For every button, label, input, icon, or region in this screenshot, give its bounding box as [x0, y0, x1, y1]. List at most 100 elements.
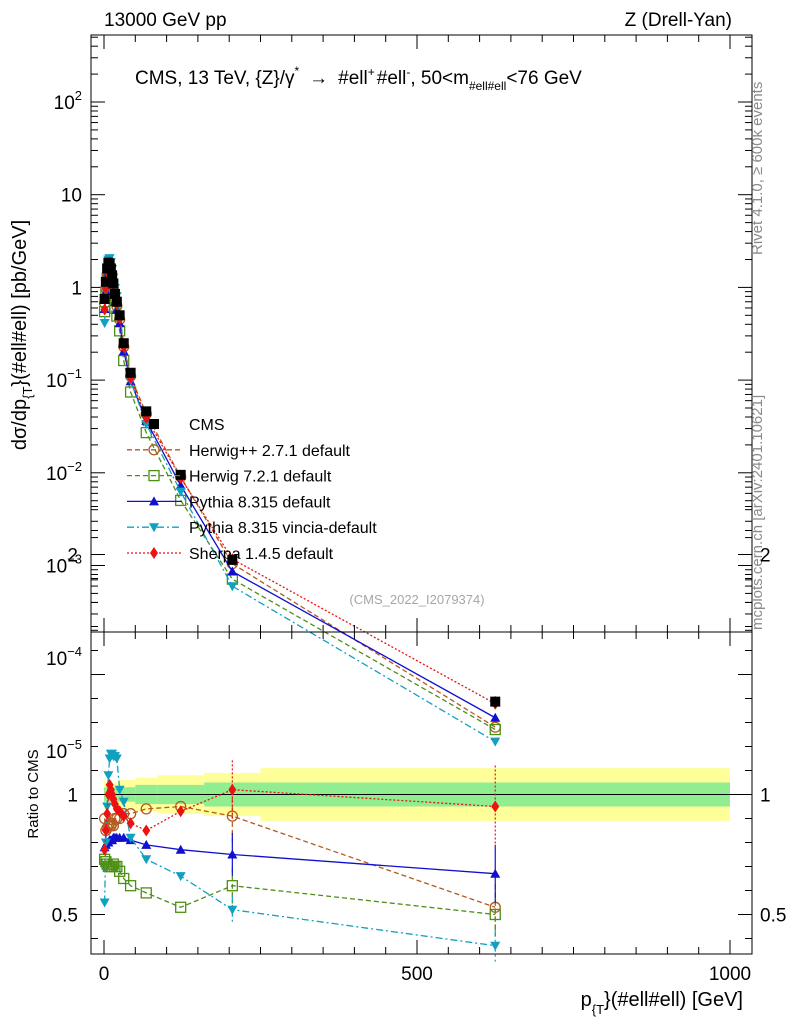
legend-marker: [148, 469, 160, 482]
legend-marker: [148, 444, 160, 456]
ratio-series-marker: [118, 832, 129, 842]
main-series-marker: [100, 303, 109, 316]
ratio-series-marker: [114, 785, 125, 795]
ratio-series-marker: [141, 839, 152, 849]
ratio-series-marker: [118, 797, 129, 807]
main-panel-frame: [90, 34, 753, 633]
ratio-series-marker: [490, 868, 501, 878]
plot-title: CMS, 13 TeV, {Z}/γ* → #ell+ #ell-, 50<m#ell…: [135, 64, 582, 93]
ratio-y-tick-label-right: 0.5: [760, 906, 786, 927]
ratio-series-marker: [226, 880, 238, 892]
main-series-line: [103, 261, 496, 705]
legend-marker: [149, 496, 159, 506]
ratio-series-line: [104, 858, 496, 916]
analysis-watermark: (CMS_2022_I2079374): [349, 592, 484, 607]
ratio-uncertainty-bands: [91, 768, 752, 821]
main-y-tick-label: 102: [54, 88, 82, 114]
legend-label: Sherpa 1.4.5 default: [189, 546, 334, 563]
data-point: [114, 310, 125, 321]
legend-label: Herwig++ 2.7.1 default: [189, 443, 351, 460]
main-y-tick-label: 10−5: [46, 737, 82, 763]
legend-marker: [149, 419, 159, 429]
data-point: [108, 278, 119, 289]
main-series-marker: [227, 582, 238, 592]
data-point: [118, 338, 129, 349]
ratio-series-marker: [101, 824, 110, 837]
main-series-marker: [227, 566, 238, 576]
ratio-series-marker: [111, 754, 122, 764]
ratio-series-group: [98, 749, 501, 962]
data-point: [490, 696, 501, 707]
ratio-y-axis-label: Ratio to CMS: [25, 749, 42, 838]
main-y-ticks: 102 10 1 10−1 10−2 10−3 10−4 10−5: [46, 36, 752, 763]
data-point: [99, 293, 110, 304]
ratio-series-line: [103, 805, 496, 908]
ratio-series-marker: [107, 858, 120, 870]
main-series-marker: [118, 354, 130, 367]
x-axis-ticks: 0 500 1000: [99, 35, 751, 985]
ratio-series-marker: [175, 901, 187, 913]
rivet-version-label: Rivet 4.1.0, ≥ 600k events: [749, 82, 766, 255]
main-y-axis-label: dσ/dp{T}(#ell#ell) [pb/GeV]: [9, 220, 35, 450]
ratio-series-line: [104, 837, 496, 875]
ratio-y-tick-label-right: 2: [760, 546, 771, 567]
x-tick-label: 0: [99, 964, 110, 985]
ratio-series-marker: [126, 817, 135, 830]
ratio-series-marker: [118, 872, 130, 885]
ratio-series-marker: [226, 810, 238, 822]
data-point: [227, 554, 238, 565]
ratio-series-marker: [103, 807, 112, 820]
ratio-series-marker: [103, 771, 114, 781]
main-series-group: [98, 254, 501, 747]
ratio-series-marker: [228, 783, 237, 796]
ratio-y-tick-label-left: 1: [67, 786, 78, 807]
ratio-series-marker: [142, 824, 151, 837]
legend: CMS Herwig++ 2.7.1 default Herwig 7.2.1 de…: [127, 417, 377, 563]
legend-marker: [149, 523, 159, 533]
ratio-y-ticks: 2 2 1 1 0.5 0.5: [52, 506, 786, 939]
ratio-series-marker: [100, 843, 109, 856]
x-tick-label: 1000: [709, 964, 751, 985]
main-series-marker: [490, 737, 501, 747]
ratio-series-marker: [489, 908, 501, 921]
ratio-series-marker: [114, 865, 126, 877]
ratio-series-marker: [125, 833, 136, 843]
ratio-series-marker: [140, 887, 152, 899]
main-series-marker: [99, 319, 110, 329]
main-y-tick-label: 10−3: [46, 552, 82, 578]
ratio-series-marker: [141, 855, 152, 865]
ratio-series-marker: [175, 872, 186, 882]
ratio-series-marker: [227, 849, 238, 859]
main-y-tick-label: 10−4: [46, 644, 82, 670]
data-point: [141, 406, 152, 417]
data-point: [125, 367, 136, 378]
main-y-tick-label: 10−1: [46, 366, 82, 392]
ratio-series-marker: [107, 820, 120, 832]
main-series-marker: [489, 723, 501, 736]
legend-label: Herwig 7.2.1 default: [189, 469, 332, 486]
x-axis-label: p{T}(#ell#ell) [GeV]: [581, 989, 743, 1017]
ratio-series-marker: [175, 844, 186, 854]
ratio-series-marker: [102, 802, 113, 812]
header-right: Z (Drell-Yan): [625, 10, 732, 31]
ratio-y-tick-label-right: 1: [760, 786, 771, 807]
main-y-tick-label: 1: [71, 278, 82, 299]
main-y-tick-label: 10: [61, 186, 82, 207]
ratio-series-marker: [490, 941, 501, 951]
main-y-tick-label: 10−2: [46, 459, 82, 485]
main-series-marker: [175, 487, 186, 497]
legend-marker: [150, 547, 158, 559]
header-left: 13000 GeV pp: [104, 10, 227, 31]
data-point: [111, 296, 122, 307]
ratio-series-marker: [491, 800, 500, 813]
data-point: [109, 288, 120, 299]
ratio-series-marker: [176, 805, 185, 818]
legend-label: Pythia 8.315 vincia-default: [189, 520, 377, 537]
data-point: [107, 270, 118, 281]
ratio-panel-frame: [90, 631, 753, 955]
ratio-series-marker: [227, 905, 238, 915]
ratio-series-marker: [100, 838, 111, 848]
ratio-series-marker: [124, 880, 137, 892]
main-series-marker: [141, 420, 152, 430]
